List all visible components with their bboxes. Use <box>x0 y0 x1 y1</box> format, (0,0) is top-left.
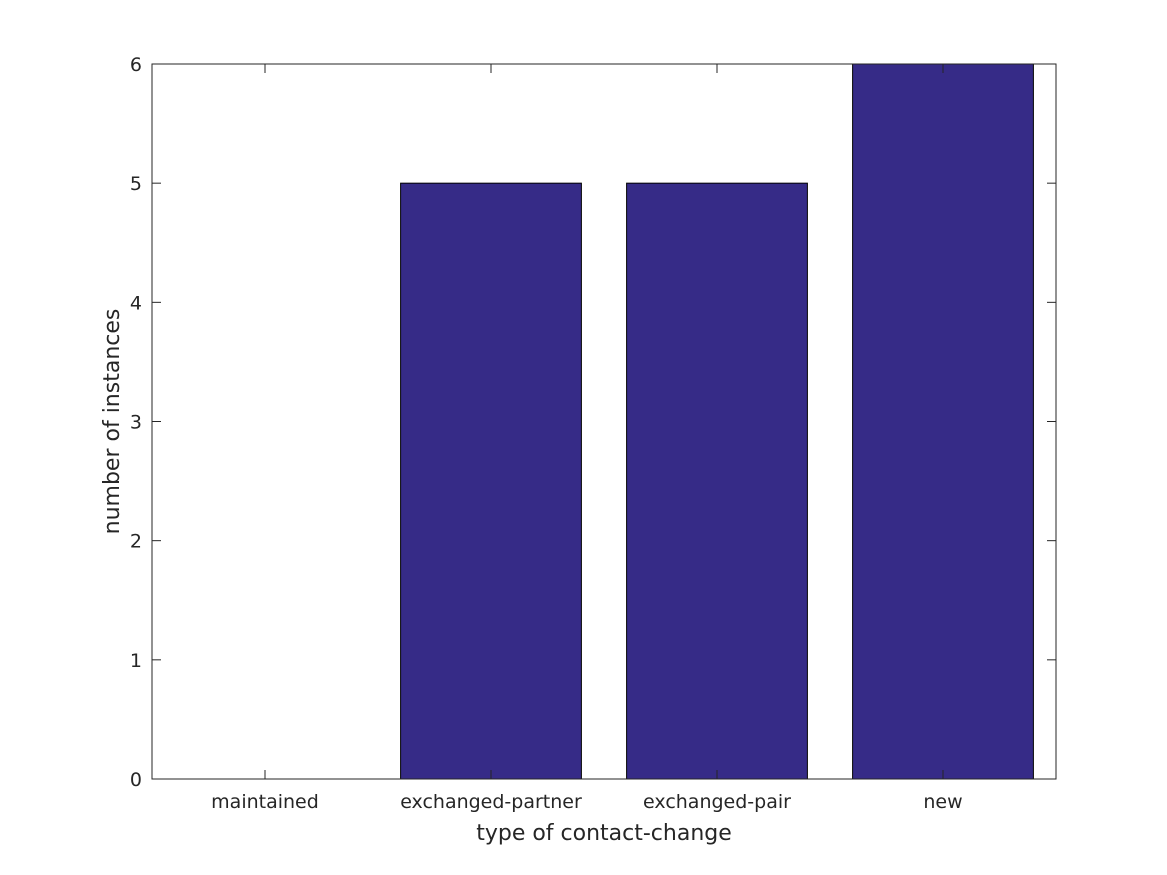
x-ticks: maintained exchanged-partner exchanged-pai… <box>211 64 963 813</box>
y-ticks: 0 1 2 3 4 5 6 <box>130 54 1056 791</box>
bar-new <box>852 63 1034 780</box>
y-tick-label: 2 <box>130 531 142 553</box>
x-tick-label: exchanged-pair <box>643 791 791 813</box>
y-tick-label: 3 <box>130 412 142 434</box>
y-tick-label: 0 <box>130 769 142 791</box>
x-tick-label: maintained <box>211 791 319 813</box>
x-tick-label: exchanged-partner <box>400 791 582 813</box>
x-axis-title: type of contact-change <box>476 821 732 846</box>
y-tick-label: 4 <box>130 292 142 314</box>
y-tick-label: 5 <box>130 173 142 195</box>
y-axis-title: number of instances <box>100 309 125 535</box>
bar-exchanged-pair <box>626 182 808 780</box>
bars <box>400 63 1034 780</box>
bar-exchanged-partner <box>400 182 582 780</box>
y-tick-label: 1 <box>130 650 142 672</box>
y-tick-label: 6 <box>130 54 142 76</box>
x-tick-label: new <box>923 791 962 813</box>
